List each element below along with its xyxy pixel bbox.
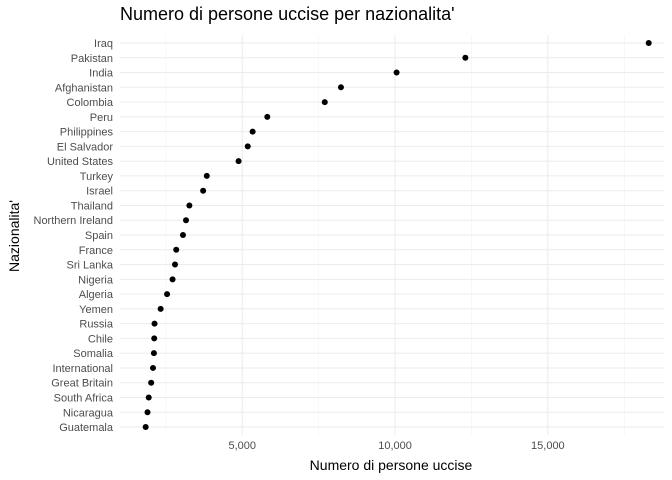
y-tick-label: Great Britain (51, 378, 113, 390)
y-tick-label: Northern Ireland (34, 215, 114, 227)
data-point-northern-ireland (183, 217, 190, 224)
data-point-el-salvador (244, 143, 251, 150)
y-tick-label: Algeria (79, 289, 114, 301)
x-tick-label: 10,000 (378, 440, 412, 452)
data-point-international (150, 364, 157, 371)
y-tick-label: El Salvador (57, 141, 114, 153)
y-tick-label: Nicaragua (63, 407, 114, 419)
data-point-colombia (321, 99, 328, 106)
data-point-pakistan (462, 54, 469, 61)
data-point-nicaragua (144, 409, 151, 416)
y-tick-label: India (89, 68, 114, 80)
chart-title: Numero di persone uccise per nazionalita… (120, 4, 455, 24)
y-tick-label: Colombia (67, 97, 114, 109)
data-point-algeria (164, 291, 171, 298)
y-tick-label: Guatemala (59, 422, 114, 434)
data-point-sri-lanka (172, 261, 179, 268)
y-tick-label: Sri Lanka (67, 260, 114, 272)
y-tick-label: Yemen (79, 304, 113, 316)
data-point-peru (264, 113, 271, 120)
y-tick-label: Turkey (80, 171, 114, 183)
data-point-turkey (203, 172, 210, 179)
data-point-iraq (645, 40, 652, 46)
grid (120, 35, 664, 435)
y-tick-label: Thailand (71, 200, 113, 212)
data-point-great-britain (148, 379, 155, 386)
y-tick-label: Afghanistan (55, 82, 113, 94)
data-point-france (173, 246, 180, 253)
x-tick-label: 15,000 (531, 440, 565, 452)
data-point-united-states (235, 158, 242, 165)
y-tick-label: Russia (79, 319, 114, 331)
y-tick-label: International (52, 363, 113, 375)
data-point-guatemala (142, 424, 149, 431)
y-tick-label: Spain (85, 230, 113, 242)
y-tick-label: Somalia (73, 348, 114, 360)
y-tick-label: Philippines (60, 127, 114, 139)
x-tick-labels: 5,000 10,000 15,000 (228, 440, 564, 452)
y-tick-label: Iraq (94, 38, 113, 50)
y-tick-label: United States (47, 156, 114, 168)
data-points (142, 40, 652, 431)
data-point-israel (200, 187, 207, 194)
data-point-russia (151, 320, 158, 327)
y-tick-label: Israel (86, 186, 113, 198)
data-point-thailand (186, 202, 193, 209)
data-point-nigeria (169, 276, 176, 283)
data-point-yemen (157, 305, 164, 312)
y-tick-label: France (79, 245, 113, 257)
data-point-south-africa (145, 394, 152, 401)
y-tick-label: Chile (88, 333, 113, 345)
y-tick-label: Nigeria (78, 274, 114, 286)
data-point-india (393, 69, 400, 76)
data-point-spain (179, 232, 186, 239)
data-point-philippines (249, 128, 256, 135)
y-axis-title: Nazionalita' (6, 200, 22, 272)
data-point-chile (151, 335, 158, 342)
x-axis-title: Numero di persone uccise (310, 457, 473, 473)
y-tick-label: Peru (90, 112, 113, 124)
data-point-afghanistan (337, 84, 344, 91)
y-tick-label: Pakistan (71, 53, 113, 65)
data-point-somalia (150, 350, 157, 357)
y-tick-labels: Iraq Pakistan India Afghanistan Colombia Peru… (34, 38, 114, 434)
y-tick-label: South Africa (54, 392, 114, 404)
x-tick-label: 5,000 (228, 440, 256, 452)
